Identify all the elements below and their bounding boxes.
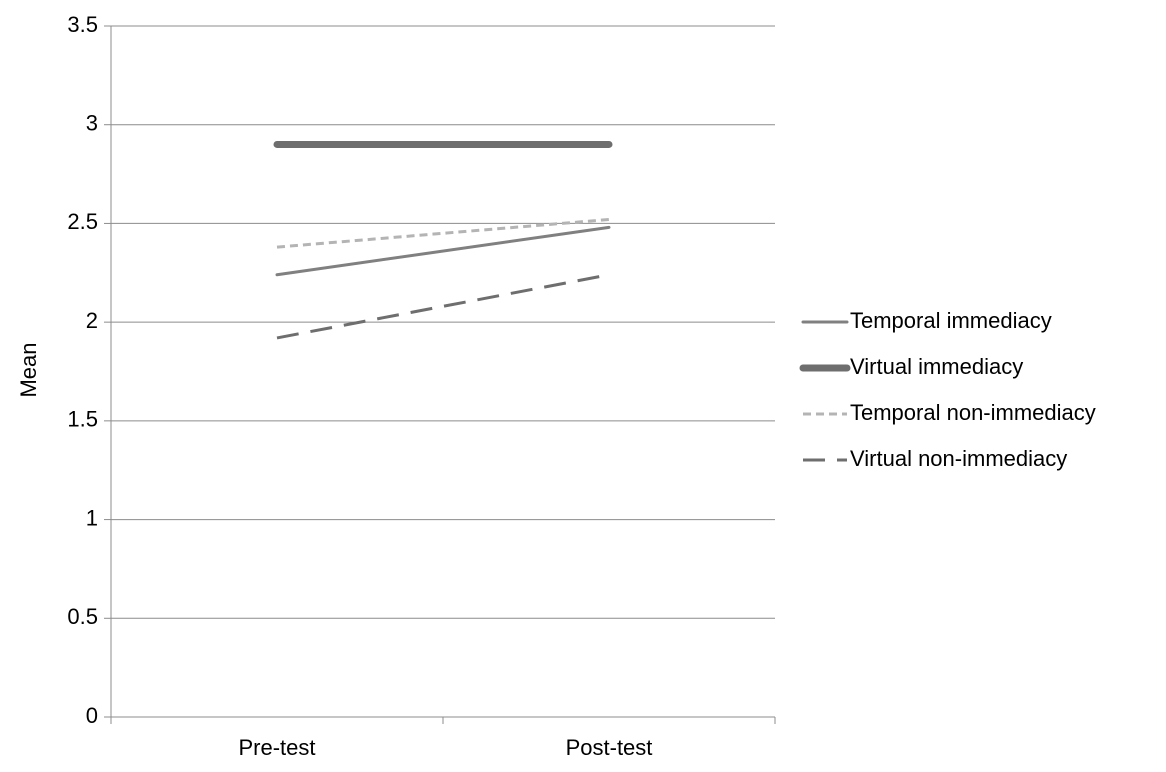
y-tick-label: 0.5 bbox=[67, 604, 98, 629]
legend-label: Virtual immediacy bbox=[850, 354, 1023, 379]
legend: Temporal immediacy Virtual immediacy Tempo… bbox=[799, 308, 1096, 471]
y-tick-label: 1.5 bbox=[67, 407, 98, 432]
x-tick-label: Post-test bbox=[566, 735, 653, 760]
legend-label: Temporal immediacy bbox=[850, 308, 1052, 333]
series-line-temporal-non-immediacy bbox=[276, 217, 610, 249]
series-line-virtual-non-immediacy bbox=[276, 273, 610, 340]
y-tick-label: 2 bbox=[86, 308, 98, 333]
legend-label: Temporal non-immediacy bbox=[850, 400, 1096, 425]
y-tick-label: 2.5 bbox=[67, 209, 98, 234]
y-tick-label: 1 bbox=[86, 505, 98, 530]
y-tick-label: 0 bbox=[86, 703, 98, 728]
legend-label: Virtual non-immediacy bbox=[850, 446, 1067, 471]
y-axis-title: Mean bbox=[16, 342, 41, 397]
y-tick-label: 3 bbox=[86, 111, 98, 136]
grid-layer bbox=[111, 25, 775, 619]
series-line-temporal-immediacy bbox=[275, 225, 611, 277]
x-tick-label: Pre-test bbox=[238, 735, 315, 760]
y-tick-label: 3.5 bbox=[67, 12, 98, 37]
axis-layer: Mean 0 0.5 1 1.5 2 2.5 3 3.5 Pre-test Post-test bbox=[16, 12, 776, 760]
series-layer bbox=[273, 140, 613, 340]
